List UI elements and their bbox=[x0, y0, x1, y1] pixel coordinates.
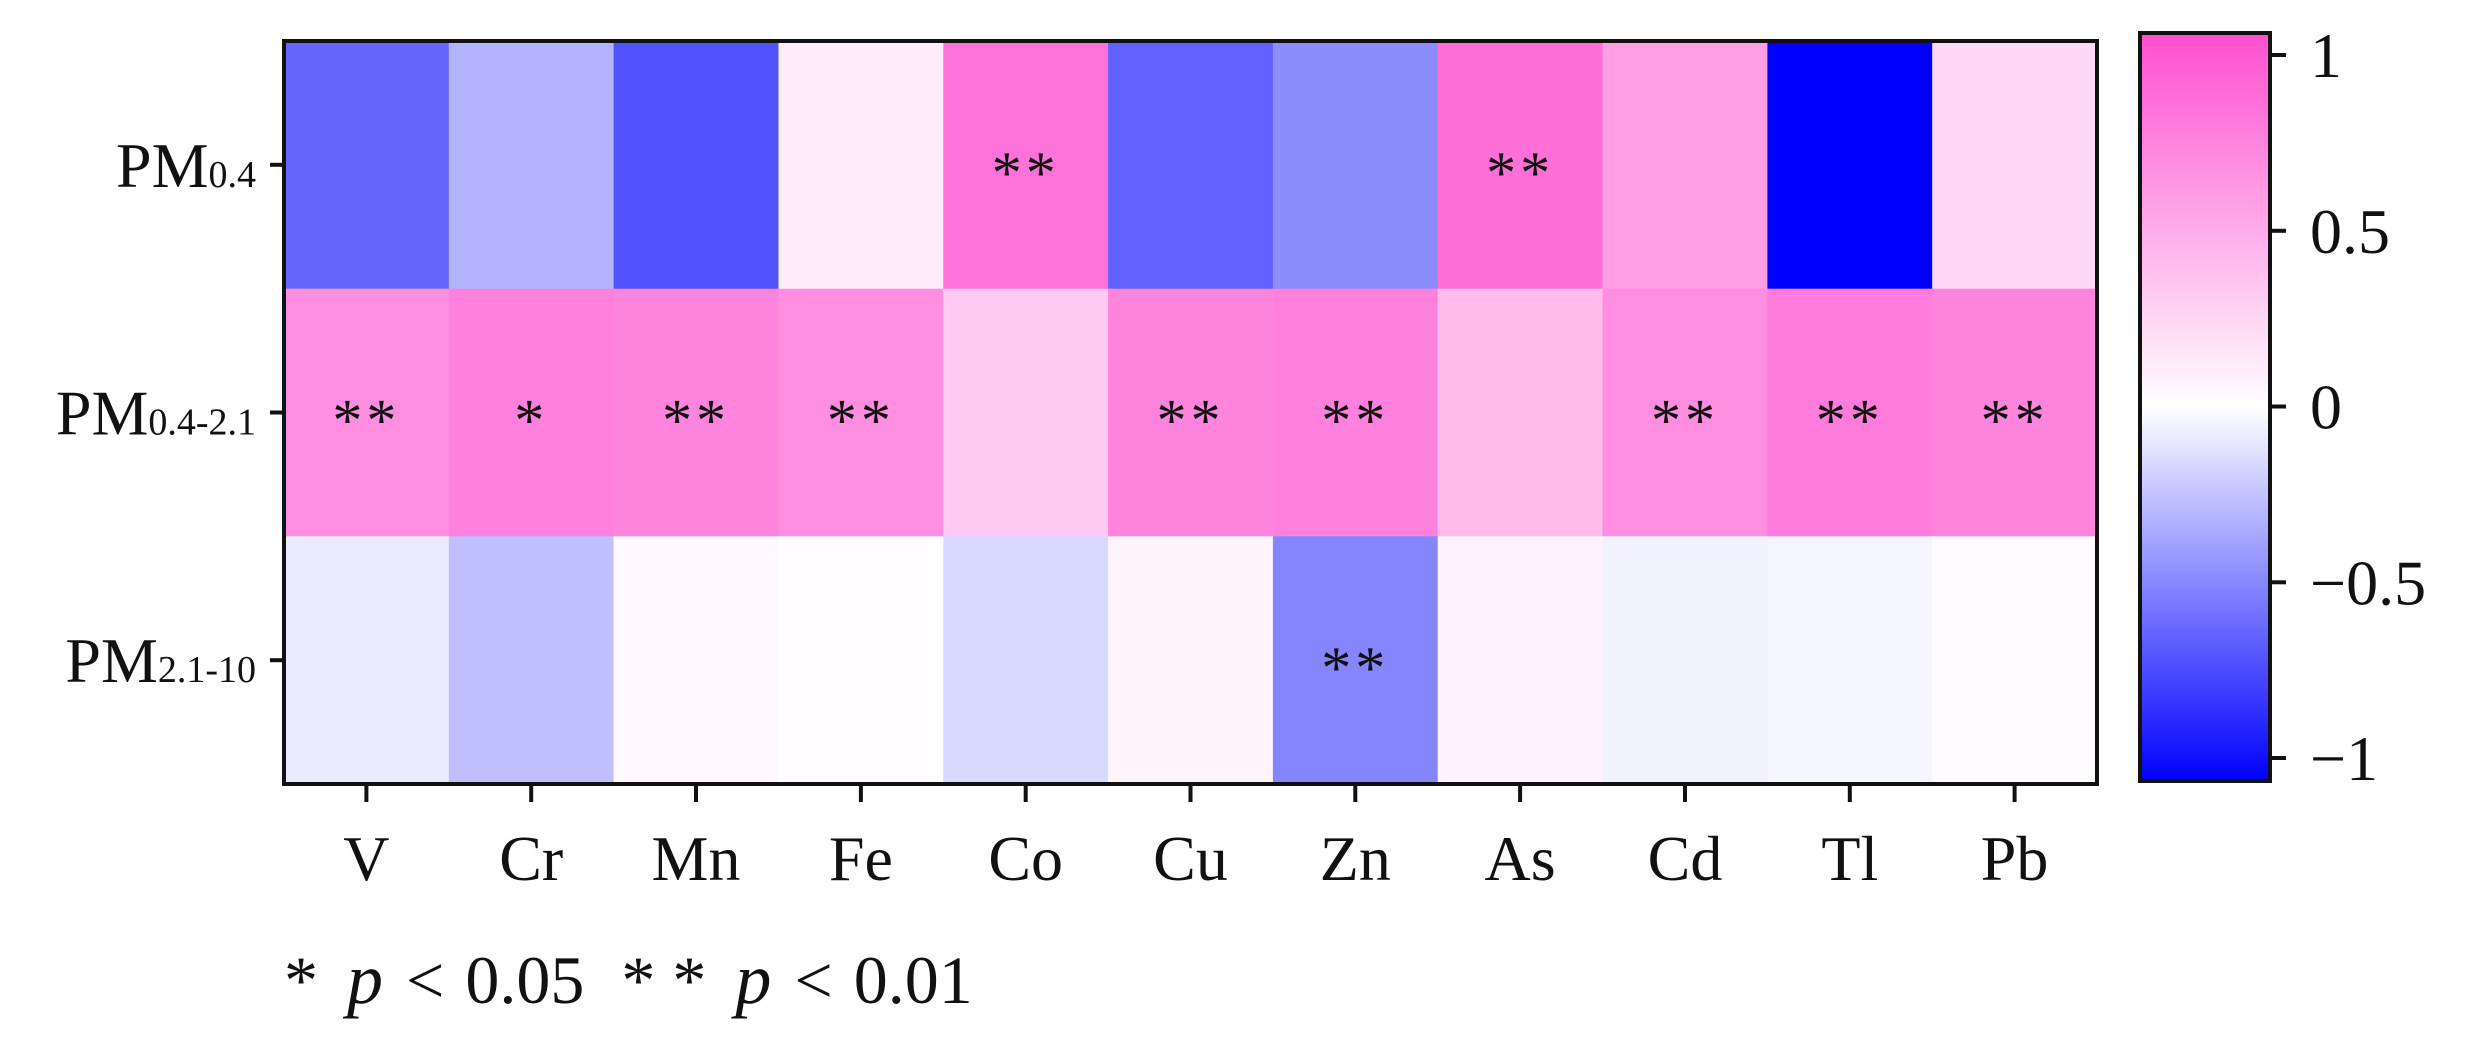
significance-mark-pb-row2: ** bbox=[1981, 388, 2049, 454]
heatmap-cell-cu-row3 bbox=[1108, 536, 1274, 785]
row-labels: PM0.4 PM0.4-2.1 PM2.1-10 bbox=[56, 130, 284, 696]
footnote-less-than: < bbox=[406, 942, 444, 1018]
column-label-co: Co bbox=[988, 823, 1063, 894]
heatmap-cell-v-row1 bbox=[284, 41, 450, 290]
heatmap-cell-v-row3 bbox=[284, 536, 450, 785]
column-label-zn: Zn bbox=[1320, 823, 1391, 894]
column-label-cr: Cr bbox=[499, 823, 563, 894]
significance-mark-zn-row3: ** bbox=[1321, 635, 1389, 701]
significance-mark-cr-row2: * bbox=[514, 388, 548, 454]
heatmap-cell-cd-row3 bbox=[1602, 536, 1768, 785]
significance-mark-cu-row2: ** bbox=[1157, 388, 1225, 454]
heatmap-cell-mn-row2 bbox=[613, 288, 779, 537]
column-label-pb: Pb bbox=[1981, 823, 2049, 894]
heatmap-cell-fe-row1 bbox=[778, 41, 944, 290]
heatmap-cell-tl-row3 bbox=[1767, 536, 1933, 785]
colorbar-ticks: 1 0.5 0 −0.5 −1 bbox=[2270, 20, 2426, 794]
footnote-single-star: * bbox=[284, 942, 318, 1018]
colorbar-tick-label: 1 bbox=[2310, 20, 2342, 91]
heatmap-cell-zn-row1 bbox=[1272, 41, 1439, 290]
heatmap-cell-pb-row2 bbox=[1932, 288, 2098, 537]
heatmap-cells bbox=[284, 41, 2098, 785]
footnote: * p < 0.05 * * p < 0.01 bbox=[284, 939, 973, 1019]
heatmap-cell-zn-row2 bbox=[1272, 288, 1439, 537]
heatmap-cell-pb-row1 bbox=[1932, 41, 2098, 290]
heatmap-cell-cu-row1 bbox=[1108, 41, 1274, 290]
heatmap-cell-cd-row2 bbox=[1602, 288, 1768, 537]
heatmap-cell-v-row2 bbox=[284, 288, 450, 537]
column-label-cu: Cu bbox=[1153, 823, 1228, 894]
significance-mark-co-row1: ** bbox=[992, 140, 1060, 206]
column-label-tl: Tl bbox=[1821, 823, 1878, 894]
column-label-mn: Mn bbox=[652, 823, 741, 894]
column-labels: V Cr Mn Fe Co Cu Zn As Cd Tl Pb bbox=[343, 784, 2048, 894]
significance-mark-cd-row2: ** bbox=[1651, 388, 1719, 454]
heatmap-cell-co-row2 bbox=[943, 288, 1109, 537]
heatmap-cell-co-row1 bbox=[943, 41, 1109, 290]
svg-text:* p < 0.05: * p < 0.05 * * p < 0.01 bbox=[284, 939, 973, 1019]
column-label-as: As bbox=[1485, 823, 1556, 894]
column-label-cd: Cd bbox=[1648, 823, 1723, 894]
colorbar-tick-label: 0 bbox=[2310, 372, 2342, 443]
heatmap-cell-zn-row3 bbox=[1272, 536, 1439, 785]
footnote-threshold-01: 0.01 bbox=[854, 942, 973, 1018]
heatmap-cell-cr-row1 bbox=[448, 41, 615, 290]
row-label-2: PM0.4-2.1 bbox=[56, 378, 256, 449]
significance-mark-zn-row2: ** bbox=[1321, 388, 1389, 454]
significance-marks: ** **** * ** ** ** ** ** ** **** bbox=[332, 140, 2049, 701]
heatmap-cell-as-row2 bbox=[1437, 288, 1604, 537]
significance-mark-tl-row2: ** bbox=[1816, 388, 1884, 454]
heatmap-cell-fe-row2 bbox=[778, 288, 944, 537]
column-label-fe: Fe bbox=[829, 823, 893, 894]
significance-mark-as-row1: ** bbox=[1486, 140, 1554, 206]
significance-mark-fe-row2: ** bbox=[827, 388, 895, 454]
row-label-1: PM0.4 bbox=[116, 130, 256, 201]
heatmap-cell-mn-row1 bbox=[613, 41, 779, 290]
heatmap-cell-fe-row3 bbox=[778, 536, 944, 785]
colorbar-tick-label: −1 bbox=[2310, 723, 2378, 794]
significance-mark-mn-row2: ** bbox=[662, 388, 730, 454]
row-label-3: PM2.1-10 bbox=[65, 625, 256, 696]
footnote-double-star: * * bbox=[621, 942, 706, 1018]
colorbar-tick-label: −0.5 bbox=[2310, 547, 2426, 618]
heatmap-cell-mn-row3 bbox=[613, 536, 779, 785]
footnote-threshold-05: 0.05 bbox=[465, 942, 584, 1018]
footnote-p-symbol: p bbox=[342, 939, 383, 1019]
heatmap-cell-tl-row1 bbox=[1767, 41, 1933, 290]
heatmap-cell-tl-row2 bbox=[1767, 288, 1933, 537]
heatmap-cell-co-row3 bbox=[943, 536, 1109, 785]
heatmap-cell-cu-row2 bbox=[1108, 288, 1274, 537]
heatmap-cell-as-row3 bbox=[1437, 536, 1604, 785]
column-label-v: V bbox=[343, 823, 389, 894]
heatmap-cell-pb-row3 bbox=[1932, 536, 2098, 785]
heatmap-cell-as-row1 bbox=[1437, 41, 1604, 290]
footnote-p-symbol-2: p bbox=[730, 939, 771, 1019]
colorbar-tick-label: 0.5 bbox=[2310, 196, 2390, 267]
footnote-less-than-2: < bbox=[794, 942, 832, 1018]
significance-mark-v-row2: ** bbox=[332, 388, 400, 454]
heatmap-cell-cd-row1 bbox=[1602, 41, 1768, 290]
colorbar bbox=[2138, 31, 2272, 783]
heatmap-cell-cr-row2 bbox=[448, 288, 615, 537]
heatmap-cell-cr-row3 bbox=[448, 536, 615, 785]
